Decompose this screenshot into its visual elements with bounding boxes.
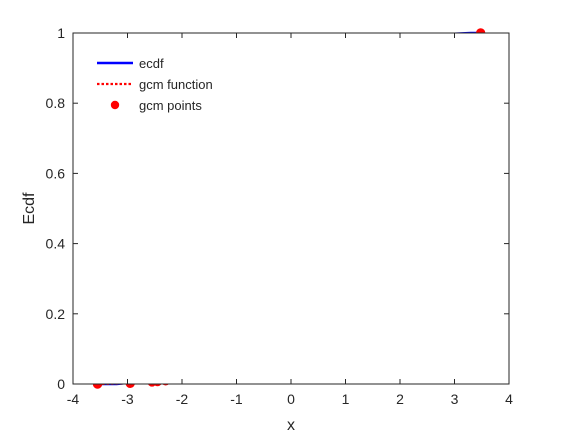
x-tick-label: -3: [121, 391, 134, 407]
y-tick-label: 0.8: [46, 95, 66, 111]
y-tick-label: 0.4: [46, 236, 66, 252]
x-tick-label: -1: [230, 391, 243, 407]
x-tick-label: -4: [67, 391, 80, 407]
legend-label: gcm function: [139, 77, 213, 92]
x-tick-label: 4: [505, 391, 513, 407]
y-tick-label: 0.6: [46, 165, 66, 181]
x-axis-label: x: [287, 417, 295, 434]
axes: -4 -3 -2 -1 0 1 2 3 4 0 0.2 0.4 0.6 0.8 1 x Ecdf: [21, 25, 513, 434]
y-tick-label: 0: [57, 376, 65, 392]
legend-label: ecdf: [139, 56, 164, 71]
legend-marker-gcm-points: [110, 100, 120, 110]
y-tick-label: 0.2: [46, 306, 66, 322]
legend-label: gcm points: [139, 98, 202, 113]
y-tick-label: 1: [57, 25, 65, 41]
legend: ecdf gcm function gcm points: [97, 56, 213, 113]
x-tick-label: -2: [176, 391, 189, 407]
x-tick-label: 0: [287, 391, 295, 407]
axes-box: [72, 32, 510, 385]
y-axis-label: Ecdf: [21, 192, 38, 225]
x-tick-label: 2: [396, 391, 404, 407]
x-tick-label: 1: [342, 391, 350, 407]
x-tick-label: 3: [451, 391, 459, 407]
